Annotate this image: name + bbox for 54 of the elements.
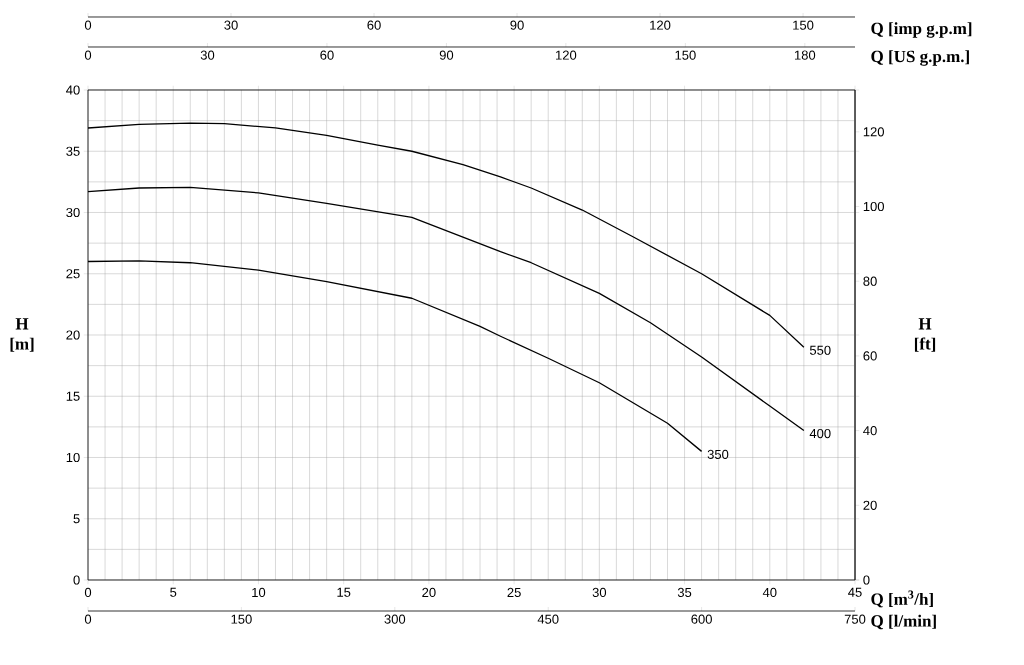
y-tick-label: 0: [73, 575, 80, 585]
x-tick-label: 0: [84, 614, 92, 624]
x-tick-label: 15: [337, 587, 351, 597]
x-tick-label: 150: [793, 20, 814, 30]
x-tick-label: 300: [384, 614, 406, 624]
y-tick-label: 25: [66, 269, 80, 279]
y2-tick-label: 0: [863, 575, 870, 585]
x-tick-label: 30: [592, 587, 607, 597]
x-tick-label: 20: [422, 587, 436, 597]
y-tick-label: 5: [73, 514, 80, 524]
y-axis-title: H [m]: [10, 318, 34, 352]
x2-axis-title: Q [US g.p.m.]: [871, 50, 969, 66]
x-tick-label: 120: [650, 20, 671, 30]
y-tick-label: 15: [66, 391, 80, 401]
y2-tick-label: 20: [863, 500, 877, 510]
x-axis-title: Q [imp g.p.m]: [871, 22, 972, 38]
y2-tick-label: 80: [863, 276, 877, 286]
x-tick-label: 25: [507, 587, 521, 597]
x-tick-label: 450: [537, 614, 559, 624]
x-tick-label: 5: [170, 587, 177, 597]
y-tick-label: 30: [66, 207, 80, 218]
y-tick-label: 40: [66, 85, 80, 95]
series-label: 350: [707, 449, 729, 459]
x-tick-label: 45: [848, 587, 862, 597]
x-tick-label: 150: [231, 614, 252, 624]
y2-axis-title: H [ft]: [914, 318, 936, 352]
x2-tick-label: 0: [84, 50, 92, 60]
x-tick-label: 40: [762, 587, 777, 597]
x-tick-label: 600: [691, 614, 712, 624]
x2-tick-label: 180: [794, 50, 816, 60]
y-tick-label: 20: [66, 330, 80, 340]
y2-tick-label: 120: [863, 127, 884, 137]
x-axis-title: Q [m$^{3}$/h]: [871, 590, 933, 608]
y2-tick-label: 40: [863, 426, 877, 436]
x-tick-label: 0: [84, 587, 92, 597]
y-tick-label: 10: [66, 452, 80, 463]
x-tick-label: 90: [510, 20, 524, 30]
y-tick-label: 35: [66, 146, 80, 156]
x2-tick-label: 30: [200, 50, 215, 60]
x2-tick-label: 90: [439, 50, 454, 60]
x2-tick-label: 60: [320, 50, 334, 60]
y2-tick-label: 60: [863, 351, 877, 361]
x-tick-label: 35: [677, 587, 692, 597]
x-tick-label: 30: [224, 20, 238, 30]
x-tick-label: 0: [84, 20, 92, 30]
series-label: 400: [809, 428, 831, 439]
series-label: 550: [809, 345, 831, 355]
x-tick-label: 750: [844, 614, 866, 624]
x-tick-label: 60: [367, 20, 381, 30]
x2-tick-label: 150: [675, 50, 696, 60]
x2-tick-label: 120: [556, 50, 577, 60]
x-tick-label: 10: [252, 587, 266, 597]
y2-tick-label: 100: [863, 201, 884, 212]
x-axis-title: Q [l/min]: [871, 614, 936, 630]
